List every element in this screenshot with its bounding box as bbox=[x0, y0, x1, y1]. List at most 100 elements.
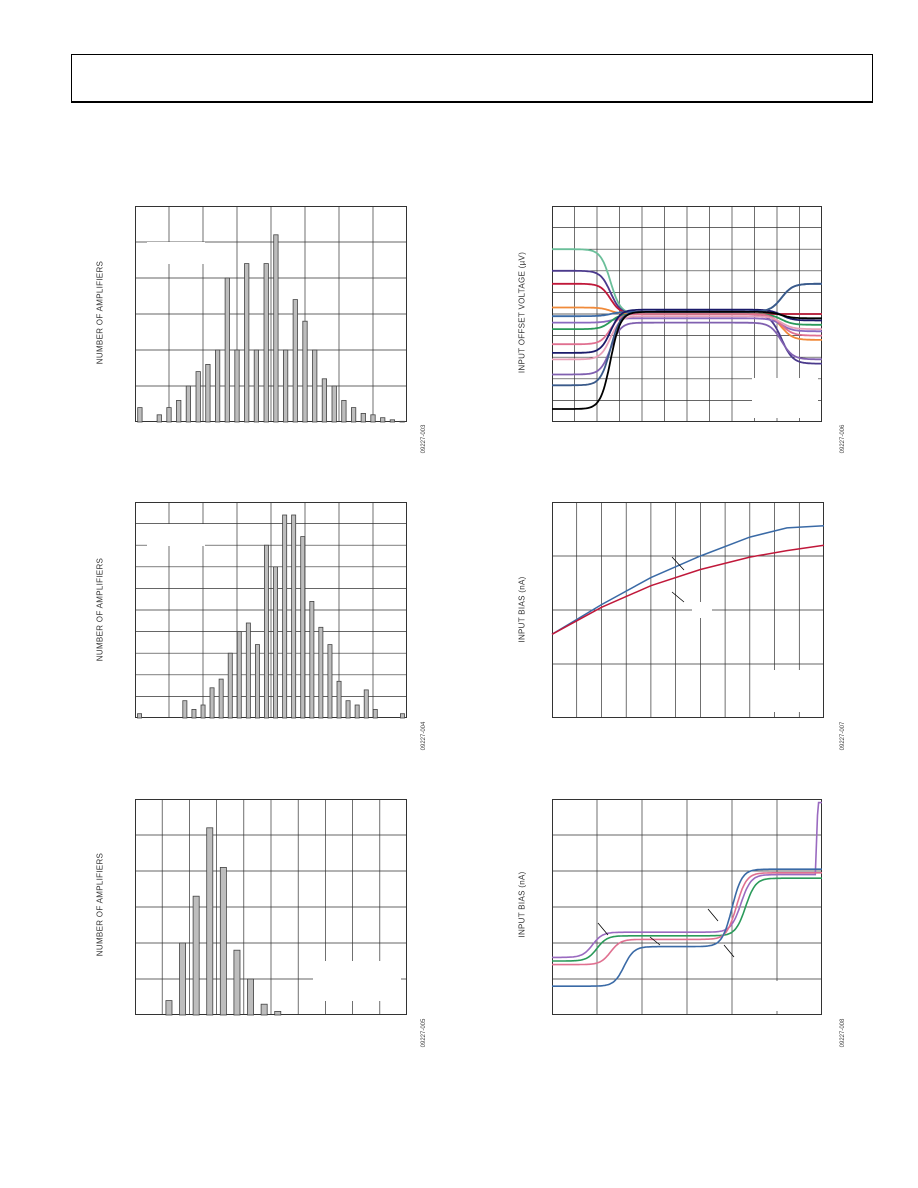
histogram-bar bbox=[200, 704, 206, 719]
legend-box bbox=[147, 524, 205, 546]
histogram-bar bbox=[260, 1003, 268, 1016]
annotation-arrow bbox=[707, 908, 719, 922]
series-line bbox=[552, 317, 822, 333]
series-line bbox=[552, 801, 822, 959]
figure-id: 09227-004 bbox=[421, 721, 427, 751]
legend-box bbox=[692, 602, 712, 618]
histogram-bar bbox=[179, 942, 186, 1016]
legend-box bbox=[752, 378, 818, 418]
histogram-bar bbox=[363, 689, 369, 719]
histogram-bar bbox=[166, 407, 172, 423]
histogram-bar bbox=[309, 601, 315, 719]
series-line bbox=[552, 321, 822, 376]
y-axis-label: NUMBER OF AMPLIFIERS bbox=[95, 260, 105, 365]
histogram-bar bbox=[192, 895, 200, 1016]
histogram-bar bbox=[350, 407, 357, 423]
figure-id: 09227-007 bbox=[840, 721, 846, 751]
histogram-bar bbox=[247, 978, 254, 1016]
series-line bbox=[552, 868, 822, 987]
plot-frame bbox=[135, 206, 407, 422]
series-line bbox=[551, 544, 825, 635]
series-line bbox=[552, 872, 822, 966]
plot-frame bbox=[552, 502, 824, 718]
series-line bbox=[552, 310, 822, 410]
histogram-bar bbox=[185, 385, 192, 423]
page-header-box bbox=[71, 54, 873, 103]
legend-box bbox=[764, 670, 820, 712]
figure-id: 09227-008 bbox=[840, 1018, 846, 1048]
legend-box bbox=[736, 981, 816, 1011]
y-axis-label: INPUT OFFSET VOLTAGE (µV) bbox=[517, 251, 527, 374]
histogram-bar bbox=[372, 708, 378, 719]
histogram-bar bbox=[156, 414, 162, 423]
plot-frame bbox=[135, 799, 407, 1015]
y-axis-label: INPUT BIAS (nA) bbox=[517, 871, 527, 938]
histogram-bar bbox=[327, 644, 333, 719]
histogram-bar bbox=[244, 263, 250, 423]
histogram-bar bbox=[282, 514, 288, 719]
histogram-chart-1 bbox=[135, 206, 407, 423]
legend-box bbox=[313, 961, 401, 1001]
series-line bbox=[552, 315, 822, 361]
histogram-bar bbox=[292, 299, 298, 423]
figure-id: 09227-005 bbox=[421, 1018, 427, 1048]
legend-box bbox=[147, 242, 205, 264]
histogram-bar bbox=[380, 417, 386, 423]
histogram-bar bbox=[182, 700, 188, 719]
histogram-bar bbox=[233, 949, 241, 1016]
histogram-bar bbox=[195, 371, 201, 423]
y-axis-label: INPUT BIAS (nA) bbox=[517, 576, 527, 643]
histogram-bar bbox=[263, 544, 269, 719]
offset-voltage-chart bbox=[552, 206, 822, 422]
histogram-bar bbox=[137, 407, 143, 423]
histogram-bar bbox=[263, 263, 269, 423]
histogram-bar bbox=[345, 700, 351, 719]
histogram-bar bbox=[274, 1010, 282, 1016]
histogram-bar bbox=[354, 704, 360, 719]
histogram-chart-3 bbox=[135, 799, 407, 1016]
histogram-bar bbox=[218, 678, 224, 719]
histogram-bar bbox=[341, 399, 347, 423]
histogram-bar bbox=[209, 687, 215, 719]
input-bias-chart-1 bbox=[551, 502, 825, 718]
histogram-bar bbox=[273, 566, 278, 719]
histogram-bar bbox=[227, 652, 233, 719]
annotation-arrow bbox=[671, 556, 685, 571]
histogram-chart-2 bbox=[135, 502, 407, 719]
histogram-bar bbox=[360, 412, 366, 423]
histogram-bar bbox=[176, 399, 182, 423]
histogram-bar bbox=[206, 827, 214, 1016]
annotation-arrow bbox=[649, 936, 661, 946]
histogram-bar bbox=[215, 349, 221, 423]
annotation-arrow bbox=[671, 591, 685, 603]
histogram-bar bbox=[282, 349, 289, 423]
histogram-bar bbox=[234, 349, 240, 423]
histogram-bar bbox=[191, 708, 197, 719]
histogram-bar bbox=[300, 536, 306, 719]
histogram-bar bbox=[389, 419, 395, 423]
figure-id: 09227-006 bbox=[840, 424, 846, 454]
histogram-bar bbox=[273, 234, 279, 423]
histogram-bar bbox=[253, 349, 259, 423]
histogram-bar bbox=[318, 626, 324, 719]
histogram-bar bbox=[255, 644, 260, 719]
histogram-bar bbox=[399, 713, 405, 719]
annotation-arrow bbox=[597, 922, 609, 936]
histogram-bar bbox=[205, 363, 211, 423]
histogram-bar bbox=[312, 349, 318, 423]
histogram-bar bbox=[321, 378, 327, 423]
plot-frame bbox=[135, 502, 407, 718]
y-axis-label: NUMBER OF AMPLIFIERS bbox=[95, 557, 105, 662]
histogram-bar bbox=[224, 277, 230, 423]
annotation-arrow bbox=[723, 944, 735, 958]
histogram-bar bbox=[336, 680, 342, 719]
histogram-bar bbox=[291, 514, 297, 719]
histogram-bar bbox=[165, 1000, 173, 1016]
histogram-bar bbox=[331, 385, 337, 423]
y-axis-label: NUMBER OF AMPLIFIERS bbox=[95, 852, 105, 957]
histogram-bar bbox=[219, 867, 227, 1016]
histogram-bar bbox=[245, 622, 251, 719]
histogram-bar bbox=[137, 713, 142, 719]
plot-frame bbox=[552, 799, 822, 1015]
series-line bbox=[551, 525, 825, 635]
